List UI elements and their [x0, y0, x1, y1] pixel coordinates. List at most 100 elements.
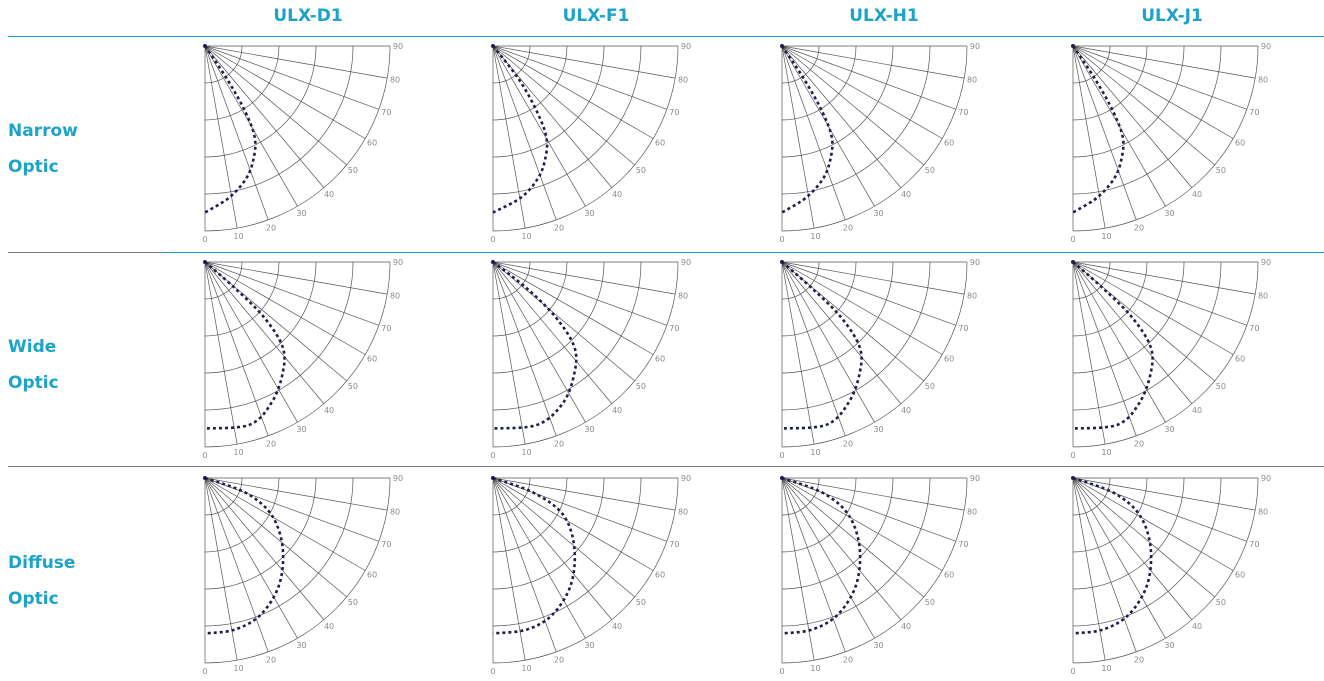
angle-tick-label: 90: [393, 42, 403, 51]
angle-tick-label: 40: [1192, 622, 1202, 631]
angle-tick-label: 30: [873, 209, 883, 218]
radial-spoke: [1072, 261, 1193, 404]
angle-tick-label: 0: [202, 667, 207, 676]
radial-ring: [204, 45, 391, 232]
radial-ring: [1072, 45, 1148, 121]
angle-tick-label: 10: [521, 448, 531, 457]
radial-ring: [492, 477, 568, 553]
angle-tick-label: 70: [958, 540, 968, 549]
radial-spoke: [204, 261, 379, 326]
row-label-line2: Optic: [8, 157, 59, 177]
angle-tick-label: 70: [669, 108, 679, 117]
radial-ring: [781, 261, 968, 448]
angle-tick-label: 50: [925, 166, 935, 175]
radial-spoke: [781, 45, 815, 229]
row-label-line1: Wide: [8, 337, 57, 357]
angle-tick-label: 20: [843, 439, 853, 448]
angle-tick-label: 80: [1258, 508, 1268, 517]
intensity-curve: [492, 476, 577, 635]
radial-ring: [1072, 477, 1222, 627]
radial-ring: [492, 477, 605, 590]
radial-spoke: [1072, 477, 1193, 620]
radial-spoke: [781, 477, 902, 620]
radial-ring: [492, 45, 531, 84]
polar-panel: 0 10 20 30 40 50 60 70 80 90: [1070, 258, 1271, 460]
intensity-curve: [781, 261, 863, 430]
radial-spoke: [204, 45, 366, 139]
angle-tick-label: 20: [266, 439, 276, 448]
radial-spoke: [1072, 261, 1215, 382]
angle-tick-label: 40: [1192, 406, 1202, 415]
radial-spoke: [204, 45, 379, 110]
radial-spoke: [781, 261, 965, 295]
radial-spoke: [781, 261, 815, 445]
angle-tick-label: 60: [944, 355, 954, 364]
intensity-curve: [204, 261, 286, 430]
radial-ring: [781, 477, 968, 664]
radial-spoke: [1072, 261, 1166, 423]
angle-tick-label: 60: [655, 139, 665, 148]
pivot-point: [780, 260, 784, 264]
angle-tick-label: 10: [233, 232, 243, 241]
radial-ring: [1072, 261, 1222, 411]
angle-tick-label: 80: [967, 76, 977, 85]
angle-tick-label: 90: [681, 258, 691, 267]
intensity-curve: [1071, 45, 1125, 214]
angle-tick-label: 60: [655, 355, 665, 364]
radial-spoke: [781, 477, 943, 571]
radial-ring: [204, 477, 280, 553]
angle-tick-label: 80: [678, 76, 688, 85]
angle-tick-label: 0: [1070, 667, 1075, 676]
angle-tick-label: 10: [233, 664, 243, 673]
radial-spoke: [492, 261, 654, 355]
angle-tick-label: 30: [584, 209, 594, 218]
radial-ring: [204, 45, 280, 121]
angle-tick-label: 40: [324, 406, 334, 415]
radial-spoke: [1072, 477, 1215, 598]
radial-spoke: [781, 45, 846, 220]
radial-ring: [781, 261, 820, 300]
radial-spoke: [204, 477, 325, 620]
radial-ring: [781, 45, 857, 121]
radial-ring: [204, 477, 354, 627]
column-header-ulx-f1: ULX-F1: [562, 6, 630, 26]
radial-ring: [204, 45, 243, 84]
radial-spoke: [204, 261, 298, 423]
radial-spoke: [204, 261, 366, 355]
angle-tick-label: 60: [367, 355, 377, 364]
angle-tick-label: 90: [681, 42, 691, 51]
angle-tick-label: 20: [1134, 655, 1144, 664]
angle-tick-label: 40: [324, 190, 334, 199]
angle-tick-label: 20: [843, 223, 853, 232]
radial-spoke: [492, 261, 635, 382]
radial-ring: [492, 261, 531, 300]
radial-spoke: [1072, 261, 1256, 295]
radial-spoke: [204, 477, 366, 571]
angle-tick-label: 0: [202, 235, 207, 244]
angle-tick-label: 80: [678, 292, 688, 301]
polar-panel: 0 10 20 30 40 50 60 70 80 90: [779, 42, 980, 244]
radial-ring: [492, 477, 679, 664]
intensity-curve: [203, 45, 257, 214]
radial-ring: [1072, 45, 1185, 158]
polar-panel: 0 10 20 30 40 50 60 70 80 90: [202, 42, 403, 244]
angle-tick-label: 70: [958, 108, 968, 117]
row-label-line2: Optic: [8, 373, 59, 393]
radial-spoke: [492, 45, 557, 220]
angle-tick-label: 80: [1258, 76, 1268, 85]
row-label-line1: Narrow: [8, 121, 78, 141]
radial-ring: [204, 477, 391, 664]
angle-tick-label: 20: [554, 655, 564, 664]
angle-tick-label: 40: [901, 190, 911, 199]
radial-spoke: [204, 261, 347, 382]
radial-ring: [204, 477, 243, 516]
angle-tick-label: 30: [873, 641, 883, 650]
radial-spoke: [1072, 45, 1234, 139]
angle-tick-label: 70: [381, 108, 391, 117]
radial-ring: [204, 261, 317, 374]
pivot-point: [491, 44, 495, 48]
radial-ring: [492, 45, 605, 158]
angle-tick-label: 10: [1101, 448, 1111, 457]
angle-tick-label: 90: [1261, 474, 1271, 483]
radial-ring: [204, 261, 354, 411]
